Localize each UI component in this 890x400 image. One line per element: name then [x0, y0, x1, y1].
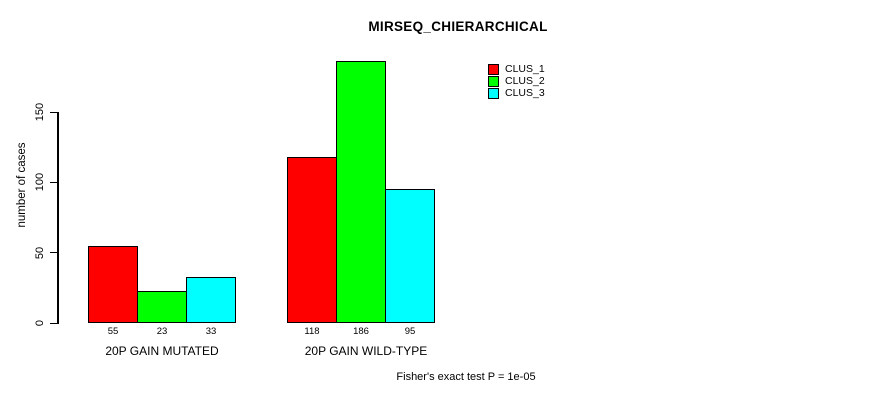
legend-label: CLUS_1 — [505, 63, 545, 75]
y-axis-line — [57, 112, 59, 324]
y-tick-100 — [50, 181, 58, 183]
bar-clus_3-group1 — [385, 189, 435, 323]
legend-swatch-icon — [488, 63, 499, 75]
footnote: Fisher's exact test P = 1e-05 — [396, 371, 536, 383]
group-label-0: 20P GAIN MUTATED — [105, 344, 219, 358]
legend-item-clus_2: CLUS_2 — [488, 75, 545, 87]
legend: CLUS_1 CLUS_2 CLUS_3 — [488, 63, 545, 99]
legend-label: CLUS_2 — [505, 75, 545, 87]
y-tick-label-0: 0 — [34, 319, 46, 327]
bar-clus_1-group0 — [88, 245, 138, 323]
y-tick-50 — [50, 252, 58, 254]
bar-value-clus_1-group1: 118 — [304, 326, 320, 337]
bar-value-clus_2-group0: 23 — [156, 326, 168, 337]
y-tick-label-100: 100 — [34, 173, 46, 192]
chart-title: MIRSEQ_CHIERARCHICAL — [368, 19, 548, 34]
bar-value-clus_3-group1: 95 — [404, 326, 416, 337]
y-tick-label-50: 50 — [34, 246, 46, 259]
bar-value-clus_3-group0: 33 — [205, 326, 217, 337]
legend-label: CLUS_3 — [505, 87, 545, 99]
group-label-1: 20P GAIN WILD-TYPE — [304, 344, 428, 358]
legend-swatch-icon — [488, 75, 499, 87]
bar-value-clus_1-group0: 55 — [107, 326, 119, 337]
y-axis-label: number of cases — [16, 142, 28, 228]
legend-item-clus_1: CLUS_1 — [488, 63, 545, 75]
bar-clus_3-group0 — [186, 276, 236, 323]
bar-clus_2-group0 — [137, 290, 187, 323]
legend-item-clus_3: CLUS_3 — [488, 87, 545, 99]
y-tick-0 — [50, 322, 58, 324]
legend-swatch-icon — [488, 87, 499, 99]
y-tick-label-150: 150 — [34, 102, 46, 122]
bar-clus_2-group1 — [336, 61, 386, 323]
bar-value-clus_2-group1: 186 — [353, 326, 369, 337]
bar-clus_1-group1 — [287, 157, 337, 323]
y-tick-150 — [50, 111, 58, 113]
